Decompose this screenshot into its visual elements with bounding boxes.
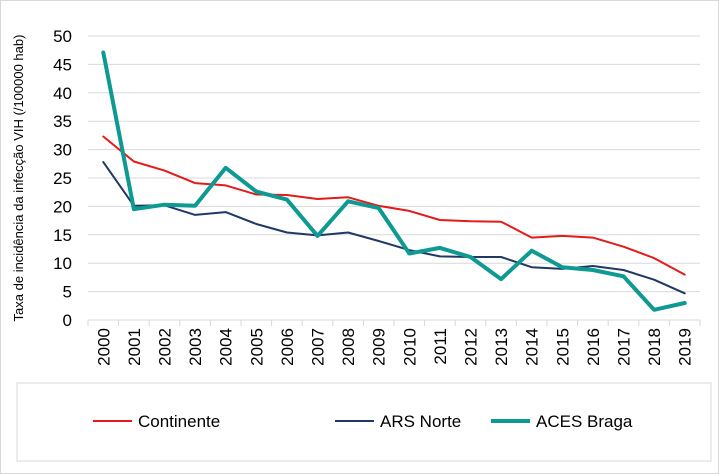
y-tick-label: 35 — [53, 112, 72, 131]
x-tick-label: 2007 — [309, 328, 328, 366]
x-tick-label: 2006 — [278, 328, 297, 366]
y-tick-label: 10 — [53, 254, 72, 273]
gridlines — [88, 35, 700, 293]
x-tick-label: 2005 — [247, 328, 266, 366]
y-tick-label: 25 — [53, 169, 72, 188]
legend: Continente ARS Norte ACES Braga — [93, 412, 633, 431]
y-tick-label: 0 — [63, 311, 72, 330]
y-axis-label: Taxa de incidência da infecção VIH (/100… — [11, 35, 26, 322]
legend-label: ARS Norte — [380, 412, 461, 431]
y-tick-label: 15 — [53, 226, 72, 245]
x-tick-label: 2018 — [645, 328, 664, 366]
x-tick-label: 2015 — [553, 328, 572, 366]
x-tick-label: 2003 — [186, 328, 205, 366]
x-tick-label: 2011 — [431, 328, 450, 365]
x-tick-label: 2008 — [339, 328, 358, 366]
y-tick-label: 40 — [53, 84, 72, 103]
x-tick-label: 2016 — [584, 328, 603, 366]
x-tick-label: 2002 — [156, 328, 175, 366]
legend-label: Continente — [138, 412, 220, 431]
x-tick-label: 2001 — [125, 328, 144, 366]
x-tick-label: 2010 — [400, 328, 419, 366]
x-tick-label: 2013 — [492, 328, 511, 366]
y-tick-label: 50 — [53, 27, 72, 46]
series-line-3 — [101, 50, 687, 312]
x-tick-labels: 2000 2001 2002 2003 2004 2005 2006 2007 2008 2009… — [94, 328, 694, 366]
x-tick-label: 2012 — [462, 328, 481, 366]
series-line-1 — [102, 135, 686, 276]
y-tick-label: 30 — [53, 141, 72, 160]
series-lines — [101, 50, 687, 312]
y-tick-label: 20 — [53, 197, 72, 216]
x-tick-label: 2009 — [370, 328, 389, 366]
x-tick-label: 2014 — [523, 328, 542, 366]
axes — [87, 319, 701, 326]
series-line-2 — [102, 161, 686, 295]
y-tick-label: 5 — [63, 283, 72, 302]
legend-box — [16, 382, 712, 462]
legend-label: ACES Braga — [536, 412, 633, 431]
x-tick-label: 2004 — [217, 328, 236, 366]
x-tick-label: 2017 — [615, 328, 634, 366]
x-tick-label: 2019 — [676, 328, 695, 366]
y-tick-labels: 0 5 10 15 20 25 30 35 40 45 50 — [53, 27, 72, 330]
y-tick-label: 45 — [53, 55, 72, 74]
x-tick-label: 2000 — [94, 328, 113, 366]
